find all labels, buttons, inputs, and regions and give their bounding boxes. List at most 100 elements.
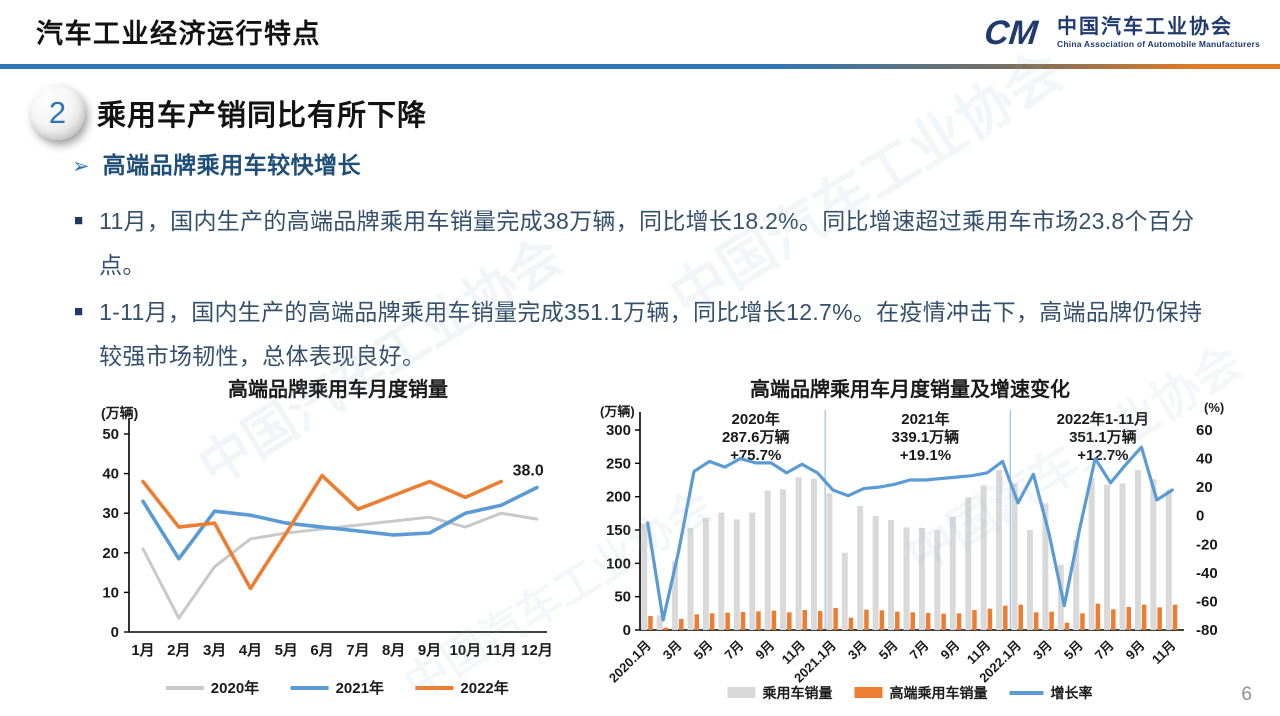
svg-text:2020年: 2020年 — [211, 679, 259, 697]
bar-pv-sales — [1011, 483, 1018, 630]
svg-text:50: 50 — [614, 589, 631, 606]
svg-text:0: 0 — [111, 624, 119, 641]
svg-text:11月: 11月 — [486, 642, 517, 659]
bar-premium-sales — [1157, 607, 1162, 630]
svg-text:7月: 7月 — [907, 638, 932, 663]
bar-premium-sales — [756, 611, 761, 630]
bar-premium-sales — [740, 612, 746, 630]
bar-pv-sales — [1119, 483, 1126, 630]
bar-pv-sales — [1088, 478, 1095, 630]
bar-premium-sales — [941, 613, 946, 630]
svg-text:10: 10 — [102, 584, 119, 601]
bullet-text-1: 11月，国内生产的高端品牌乘用车销量完成38万辆，同比增长18.2%。同比增速超… — [99, 208, 1195, 278]
bars-group — [641, 470, 1178, 630]
svg-text:7月: 7月 — [721, 638, 746, 663]
bar-premium-sales — [1064, 622, 1070, 630]
svg-text:乘用车销量: 乘用车销量 — [762, 685, 833, 701]
bar-premium-sales — [1172, 604, 1178, 630]
bar-premium-sales — [787, 612, 792, 630]
bar-premium-sales — [1003, 605, 1008, 630]
bar-pv-sales — [934, 530, 941, 630]
svg-text:-80: -80 — [1196, 622, 1218, 639]
svg-text:-40: -40 — [1196, 565, 1218, 582]
bar-pv-sales — [672, 561, 679, 630]
caam-logo-text: 中国汽车工业协会 China Association of Automobile… — [1057, 15, 1260, 49]
bar-premium-sales — [709, 613, 715, 630]
svg-text:6月: 6月 — [310, 642, 333, 659]
series-line-2021年 — [141, 485, 539, 561]
bar-premium-sales — [802, 610, 807, 630]
bar-pv-sales — [764, 490, 771, 630]
caam-logo-mark-icon: CM — [985, 14, 1040, 52]
svg-text:8月: 8月 — [382, 642, 405, 659]
bar-premium-sales — [1033, 612, 1039, 630]
bar-pv-sales — [826, 493, 833, 630]
bar-pv-sales — [949, 516, 956, 630]
svg-text:287.6万辆: 287.6万辆 — [722, 428, 790, 446]
watermark-text: 中国汽车工业协会 — [659, 38, 1073, 330]
page-number: 6 — [1241, 684, 1252, 705]
bar-pv-sales — [1057, 564, 1064, 630]
bullet-point-1: ■ 11月，国内生产的高端品牌乘用车销量完成38万辆，同比增长18.2%。同比增… — [74, 199, 1216, 287]
svg-text:11月: 11月 — [1149, 638, 1179, 668]
section-heading: 乘用车产销同比有所下降 — [97, 100, 428, 132]
sub-bullet: ➢ 高端品牌乘用车较快增长 — [72, 146, 361, 180]
svg-text:2021年: 2021年 — [901, 410, 949, 428]
page-title: 汽车工业经济运行特点 — [36, 19, 321, 49]
svg-text:3月: 3月 — [660, 638, 685, 663]
bar-premium-sales — [848, 617, 854, 630]
svg-text:20: 20 — [102, 545, 119, 562]
bar-premium-sales — [895, 611, 900, 630]
svg-text:5月: 5月 — [876, 638, 901, 663]
svg-text:+19.1%: +19.1% — [900, 447, 951, 464]
svg-text:2021年: 2021年 — [336, 679, 384, 697]
svg-text:-20: -20 — [1196, 536, 1218, 553]
svg-text:(万辆): (万辆) — [600, 404, 635, 419]
bar-premium-sales — [972, 610, 977, 630]
right-chart-plot: 高端品牌乘用车月度销量及增速变化(万辆) (%)2020年287.6万辆+75.7… — [600, 378, 1224, 685]
section-number: 2 — [48, 94, 67, 130]
svg-text:3月: 3月 — [845, 638, 870, 663]
bar-pv-sales — [996, 470, 1003, 630]
bar-premium-sales — [910, 612, 915, 630]
svg-text:300: 300 — [606, 422, 631, 439]
svg-text:9月: 9月 — [752, 638, 777, 663]
svg-text:40: 40 — [1196, 451, 1213, 468]
svg-text:2022年1-11月: 2022年1-11月 — [1057, 410, 1150, 428]
series-line-2020年 — [141, 511, 539, 620]
svg-text:50: 50 — [102, 426, 119, 443]
bar-premium-sales — [679, 619, 684, 630]
svg-text:30: 30 — [102, 505, 119, 522]
bar-pv-sales — [1104, 484, 1111, 630]
svg-text:CM: CM — [985, 14, 1040, 52]
svg-text:5月: 5月 — [275, 642, 298, 659]
svg-text:2020.1月: 2020.1月 — [606, 638, 654, 686]
svg-text:(万辆): (万辆) — [101, 405, 138, 421]
caam-logo-name-cn: 中国汽车工业协会 — [1057, 16, 1234, 38]
bar-premium-sales — [648, 616, 653, 630]
bar-pv-sales — [872, 516, 879, 630]
svg-text:+12.7%: +12.7% — [1077, 447, 1128, 464]
bar-premium-sales — [956, 613, 962, 630]
bar-pv-sales — [749, 512, 756, 630]
arrow-bullet-icon: ➢ — [72, 155, 90, 178]
svg-text:100: 100 — [606, 555, 631, 572]
svg-text:150: 150 — [606, 522, 631, 539]
bar-pv-sales — [702, 518, 709, 630]
sub-bullet-text: 高端品牌乘用车较快增长 — [102, 152, 362, 178]
bar-premium-sales — [925, 613, 931, 630]
series-line-2022年 — [141, 473, 503, 591]
right-chart-sales-and-growth: 高端品牌乘用车月度销量及增速变化(万辆) (%)2020年287.6万辆+75.7… — [600, 378, 1224, 701]
bar-pv-sales — [795, 477, 802, 630]
caam-logo-name-en: China Association of Automobile Manufact… — [1057, 39, 1260, 49]
svg-text:10月: 10月 — [450, 642, 482, 659]
svg-text:250: 250 — [606, 455, 631, 472]
bar-pv-sales — [810, 478, 817, 630]
svg-text:5月: 5月 — [1061, 638, 1086, 663]
svg-text:2020年: 2020年 — [732, 410, 780, 428]
bar-pv-sales — [841, 552, 848, 630]
svg-text:7月: 7月 — [346, 642, 369, 659]
svg-text:3月: 3月 — [203, 642, 226, 659]
bar-premium-sales — [817, 611, 823, 630]
